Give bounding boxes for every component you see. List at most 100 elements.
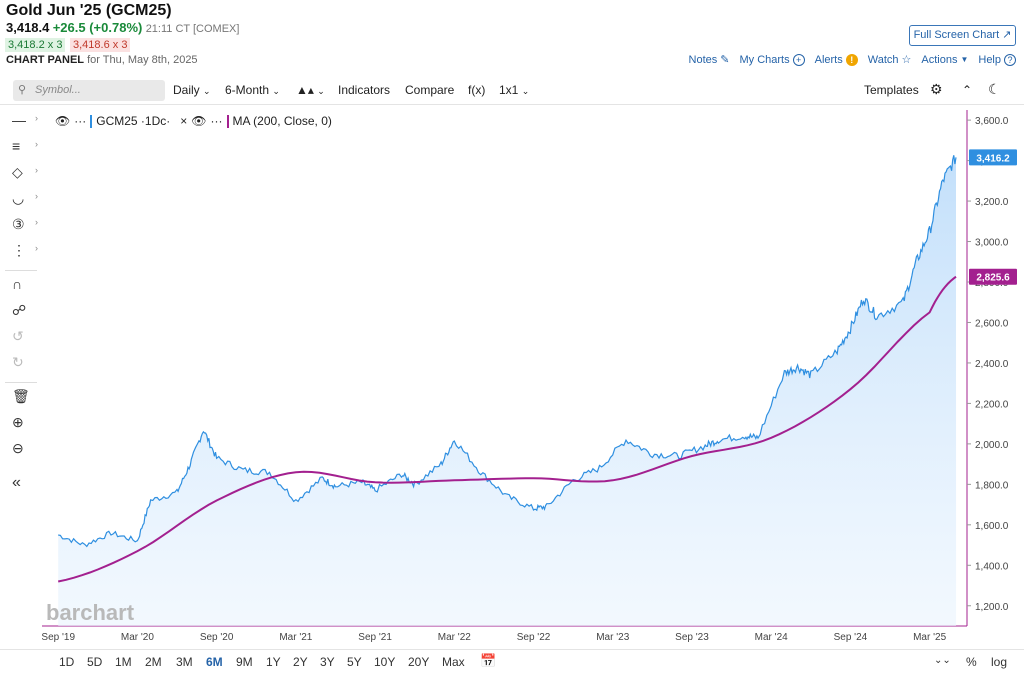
my-charts-label: My Charts (739, 53, 790, 66)
range-3m[interactable]: 3M (176, 655, 193, 669)
watch-link[interactable]: Watch ☆ (867, 53, 912, 67)
edit-icon: ✎ (720, 54, 730, 66)
barchart-watermark: barchart (46, 600, 135, 625)
redo-icon[interactable]: ↻ (12, 354, 24, 370)
y-tick-label: 3,600.0 (975, 116, 1009, 127)
range-max[interactable]: Max (442, 655, 465, 669)
top-links: Notes ✎ My Charts + Alerts! Watch ☆ Actions… (689, 53, 1016, 66)
symbol-search-input[interactable]: ⚲ Symbol... (13, 80, 165, 101)
chart-panel-label: CHART PANEL for Thu, May 8th, 2025 (6, 54, 198, 66)
range-2y[interactable]: 2Y (293, 655, 308, 669)
x-tick-label: Mar '20 (121, 632, 154, 643)
series-color-swatch (90, 114, 93, 128)
eye-icon[interactable]: 👁 (191, 114, 207, 128)
chevron-down-icon: ⌄ (521, 86, 530, 96)
chevron-down-icon: ⌄ (272, 86, 280, 96)
collapse-up-icon[interactable]: ⌃ (962, 83, 973, 97)
last-price: 3,418.4 (6, 20, 50, 35)
range-1y[interactable]: 1Y (266, 655, 281, 669)
log-toggle[interactable]: log (991, 655, 1008, 669)
range-3y[interactable]: 3Y (320, 655, 335, 669)
more-icon[interactable]: ··· (210, 114, 223, 128)
interval-dropdown[interactable]: Daily ⌄ (173, 83, 211, 97)
percent-toggle[interactable]: % (966, 655, 977, 669)
zoom-in-icon[interactable]: ⊕ (12, 414, 24, 430)
chart-type-dropdown[interactable]: ▲▴ ⌄ (296, 83, 325, 97)
last-ma-tag-bg (969, 268, 1017, 285)
unlock-icon[interactable]: ☍ (12, 302, 27, 318)
page-title: Gold Jun '25 (GCM25) (6, 2, 172, 19)
range-5d[interactable]: 5D (87, 655, 103, 669)
range-9m[interactable]: 9M (236, 655, 253, 669)
caret-down-icon: ▼ (960, 55, 969, 64)
line-tool-icon[interactable]: — › (12, 112, 38, 128)
period-dropdown[interactable]: 6-Month ⌄ (225, 83, 280, 97)
elliott-wave-icon[interactable]: ③ › (12, 216, 38, 232)
templates-button[interactable]: Templates (864, 83, 919, 97)
chevron-right-icon: › (35, 113, 38, 123)
more-icon[interactable]: ··· (74, 114, 87, 128)
my-charts-link[interactable]: My Charts + (739, 53, 805, 66)
range-5y[interactable]: 5Y (347, 655, 362, 669)
range-bar: 1D 5D 1M 2M 3M 6M 9M 1Y 2Y 3Y 5Y 10Y 20Y Max 📅 ⌄⌄ % l… (0, 649, 1024, 674)
external-link-icon: ↗ (1002, 29, 1012, 41)
y-tick-label: 2,600.0 (975, 318, 1009, 329)
range-6m[interactable]: 6M (206, 655, 223, 669)
zoom-out-icon[interactable]: ⊖ (12, 440, 24, 456)
dark-mode-icon[interactable]: ☾ (988, 81, 1001, 97)
quote-time: 21:11 CT [COMEX] (145, 23, 240, 35)
last-ma-tag: 2,825.6 (976, 273, 1010, 284)
calendar-icon[interactable]: 📅 (480, 653, 497, 668)
toolbar-divider (5, 270, 37, 271)
full-screen-chart-button[interactable]: Full Screen Chart ↗ (909, 25, 1016, 46)
x-tick-label: Sep '21 (358, 632, 392, 643)
function-button[interactable]: f(x) (468, 83, 486, 97)
chevron-down-icon: ⌄ (203, 86, 211, 96)
chevron-right-icon: › (35, 139, 38, 149)
close-icon[interactable]: × (180, 114, 188, 128)
y-tick-label: 2,000.0 (975, 440, 1009, 451)
x-tick-label: Sep '22 (517, 632, 551, 643)
price-line (58, 155, 957, 548)
layout-dropdown[interactable]: 1x1 ⌄ (499, 83, 529, 97)
range-10y[interactable]: 10Y (374, 655, 396, 669)
panel-title: CHART PANEL (6, 54, 85, 66)
range-20y[interactable]: 20Y (408, 655, 430, 669)
x-tick-label: Sep '19 (42, 632, 75, 643)
gear-icon[interactable]: ⚙ (930, 81, 943, 97)
collapse-toolbar-icon[interactable]: « (12, 474, 21, 491)
search-icon: ⚲ (18, 84, 27, 96)
actions-menu[interactable]: Actions ▼ (921, 54, 968, 66)
compare-button[interactable]: Compare (405, 83, 455, 97)
trash-icon[interactable]: 🗑 (12, 388, 30, 404)
scroll-end-icon[interactable]: ⌄⌄ (934, 655, 951, 666)
layout-label: 1x1 (499, 83, 519, 97)
y-tick-label: 1,800.0 (975, 480, 1009, 491)
x-tick-label: Mar '22 (438, 632, 471, 643)
watch-label: Watch (867, 53, 899, 66)
help-link[interactable]: Help? (978, 53, 1016, 66)
range-2m[interactable]: 2M (145, 655, 162, 669)
actions-label: Actions (921, 53, 958, 66)
chevron-right-icon: › (35, 217, 38, 227)
chart-legend: 👁 ··· GCM25 ·1Dc· × 👁 ··· MA (200, Close, … (55, 114, 332, 128)
range-1m[interactable]: 1M (115, 655, 132, 669)
y-tick-label: 2,200.0 (975, 399, 1009, 410)
magnet-icon[interactable]: ∩ (12, 276, 23, 292)
x-tick-label: Sep '24 (834, 632, 868, 643)
curve-tool-icon[interactable]: ◡ › (12, 190, 38, 206)
price-chart[interactable]: 1,200.0 1,400.0 1,600.0 1,800.0 2,000.0 2,200… (42, 110, 1022, 646)
indicators-button[interactable]: Indicators (338, 83, 391, 97)
ma-line (57, 275, 957, 583)
eye-icon[interactable]: 👁 (55, 114, 71, 128)
x-tick-label: Mar '21 (279, 632, 312, 643)
pattern-tool-icon[interactable]: ⋮ › (12, 242, 38, 258)
alerts-link[interactable]: Alerts! (815, 53, 858, 66)
undo-icon[interactable]: ↺ (12, 328, 24, 344)
notes-link[interactable]: Notes ✎ (689, 53, 730, 67)
series-color-swatch (226, 114, 229, 128)
y-tick-label: 1,600.0 (975, 521, 1009, 532)
shape-tool-icon[interactable]: ◇ › (12, 164, 38, 180)
fibonacci-tool-icon[interactable]: ≡ › (12, 138, 38, 154)
range-1d[interactable]: 1D (59, 655, 75, 669)
